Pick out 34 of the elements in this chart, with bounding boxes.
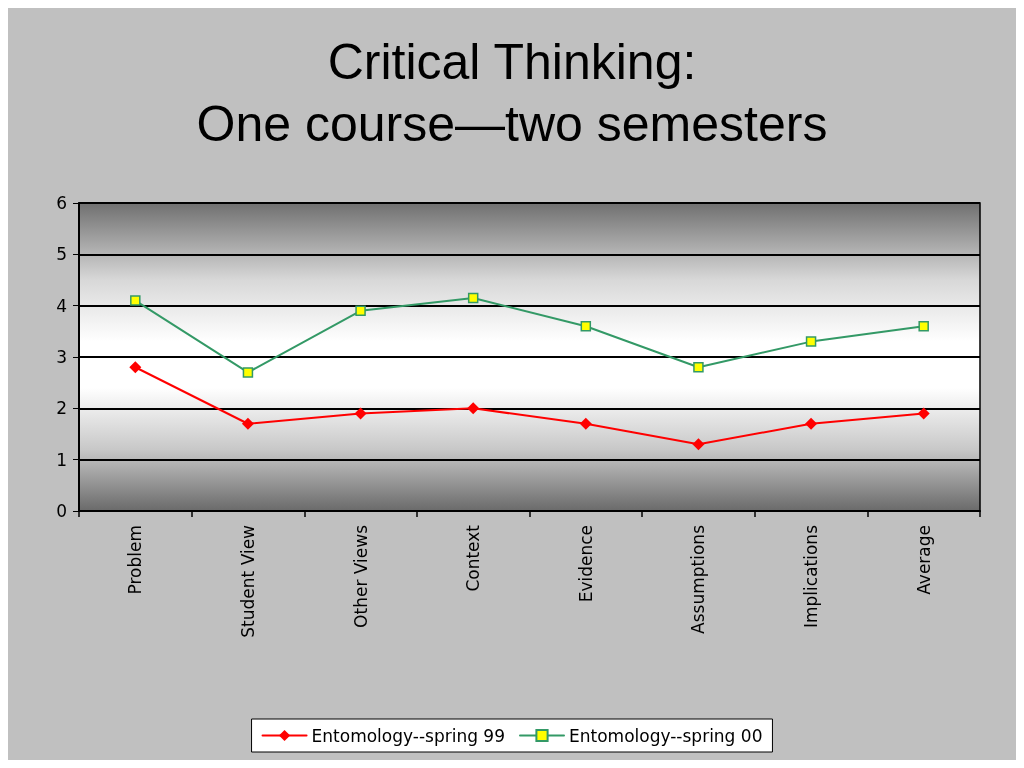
- point: [130, 295, 141, 306]
- y-tick-label: 0: [56, 501, 67, 521]
- point: [805, 336, 817, 347]
- x-tick-label: Average: [913, 525, 934, 595]
- x-tick-label: Evidence: [575, 525, 596, 603]
- point: [693, 362, 704, 373]
- point: [918, 320, 929, 332]
- point: [129, 361, 142, 374]
- chart-title: Critical Thinking: One course—two semesters: [196, 34, 828, 152]
- x-tick-label: Other Views: [350, 524, 371, 628]
- y-tick-label: 2: [56, 398, 67, 419]
- x-tick-label: Assumptions: [688, 524, 709, 634]
- y-tick-label: 3: [56, 347, 67, 367]
- point: [354, 407, 367, 420]
- point: [467, 292, 479, 304]
- x-tick-label: Context: [463, 524, 484, 592]
- point: [242, 367, 254, 378]
- y-tick-label: 1: [56, 449, 67, 470]
- point: [241, 417, 254, 430]
- point: [467, 402, 480, 415]
- point: [355, 305, 366, 317]
- legend-label: Entomology--spring 00: [569, 725, 763, 746]
- legend-label: Entomology--spring 99: [311, 725, 505, 746]
- y-tick-label: 5: [56, 244, 67, 265]
- point: [805, 417, 818, 430]
- x-tick-label: Implications: [801, 524, 822, 628]
- point: [692, 438, 705, 451]
- x-tick-label: Problem: [125, 525, 146, 595]
- y-tick-label: 6: [56, 193, 67, 213]
- x-tick-label: Student View: [237, 524, 258, 638]
- point: [579, 417, 592, 430]
- y-tick-label: 4: [56, 295, 67, 316]
- point: [917, 407, 930, 420]
- point: [580, 320, 592, 332]
